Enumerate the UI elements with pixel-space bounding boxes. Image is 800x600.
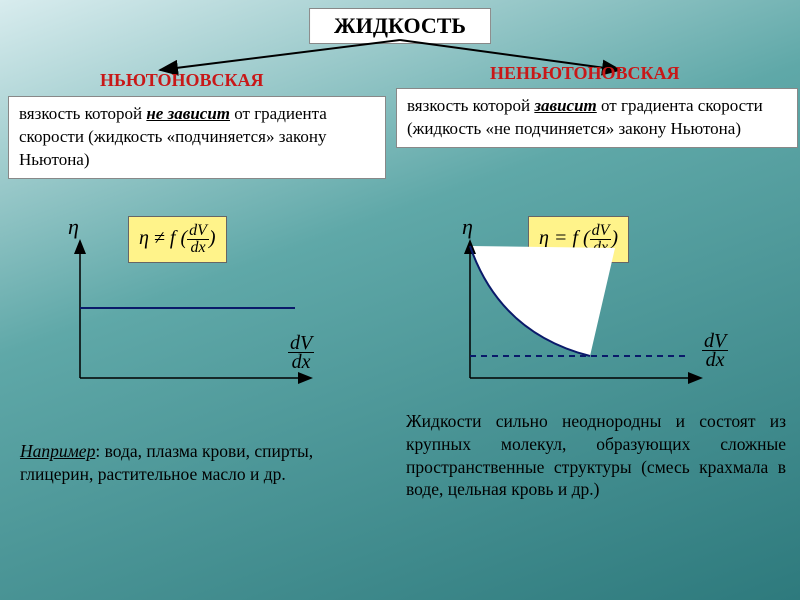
eta-left: η	[68, 214, 79, 240]
header-newtonian: НЬЮТОНОВСКАЯ	[100, 70, 264, 91]
example-label: Например	[20, 441, 95, 461]
desc-key-r: зависит	[534, 96, 596, 115]
header-nonnewtonian: НЕНЬЮТОНОВСКАЯ	[490, 63, 680, 84]
desc-pre: вязкость которой	[19, 104, 146, 123]
title-text: ЖИДКОСТЬ	[334, 13, 466, 38]
bottom-nonnewtonian: Жидкости сильно неоднородны и состоят из…	[406, 410, 786, 501]
example-newtonian: Например: вода, плазма крови, спирты, гл…	[20, 440, 380, 486]
eta-right: η	[462, 214, 473, 240]
axis-label-right: dV dx	[702, 332, 728, 369]
chart-newtonian	[60, 238, 360, 398]
desc-newtonian: вязкость которой не зависит от градиента…	[8, 96, 386, 179]
desc-key: не зависит	[146, 104, 230, 123]
chart-nonnewtonian	[450, 238, 750, 398]
axis-label-left: dV dx	[288, 334, 314, 371]
curve-fill	[470, 246, 615, 356]
desc-nonnewtonian: вязкость которой зависит от градиента ск…	[396, 88, 798, 148]
desc-pre-r: вязкость которой	[407, 96, 534, 115]
arrow-left	[160, 40, 400, 70]
